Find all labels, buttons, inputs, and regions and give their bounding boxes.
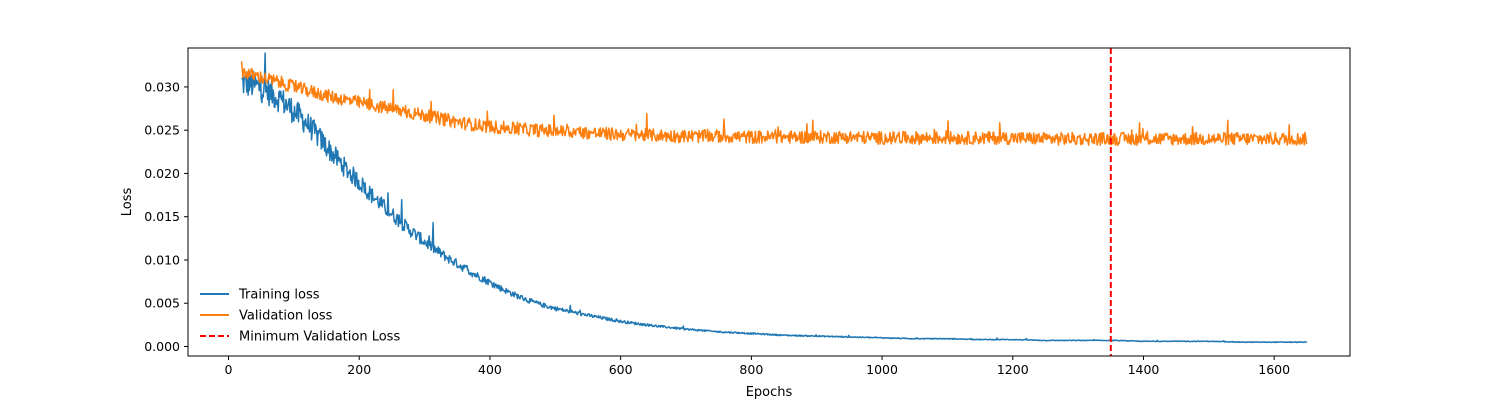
x-tick-label: 1400: [1128, 362, 1160, 377]
y-tick-label: 0.025: [144, 123, 180, 138]
x-tick-label: 1600: [1258, 362, 1290, 377]
legend-label-training-loss: Training loss: [238, 288, 320, 303]
series-line-validation-loss: [240, 61, 1308, 146]
y-tick-label: 0.010: [144, 252, 180, 267]
x-tick-label: 400: [478, 362, 502, 377]
y-tick-label: 0.030: [144, 79, 180, 94]
y-tick-label: 0.000: [144, 339, 180, 354]
plot-background: [188, 48, 1350, 356]
y-axis-label: Loss: [120, 188, 135, 217]
y-tick-label: 0.005: [144, 296, 180, 311]
x-tick-label: 1000: [866, 362, 898, 377]
x-axis-label: Epochs: [746, 385, 793, 400]
x-tick-label: 800: [739, 362, 763, 377]
legend: Training loss Validation loss Minimum Vali…: [200, 288, 400, 345]
y-tick-label: 0.015: [144, 209, 180, 224]
y-tick-label: 0.020: [144, 166, 180, 181]
series-line-training-loss: [241, 52, 1308, 344]
x-tick-label: 0: [225, 362, 233, 377]
x-tick-label: 200: [347, 362, 371, 377]
x-tick-label: 1200: [997, 362, 1029, 377]
plot-frame: [187, 47, 1351, 357]
series-layer: [240, 52, 1308, 344]
x-axis-ticks: 0 200 400 600 800 1000 1200 1400 1600: [225, 356, 1290, 377]
x-tick-label: 600: [609, 362, 633, 377]
legend-label-validation-loss: Validation loss: [239, 309, 333, 324]
y-axis-ticks: 0.000 0.005 0.010 0.015 0.020 0.025 0.030: [144, 79, 188, 354]
legend-label-minimum-validation-loss: Minimum Validation Loss: [239, 330, 400, 345]
